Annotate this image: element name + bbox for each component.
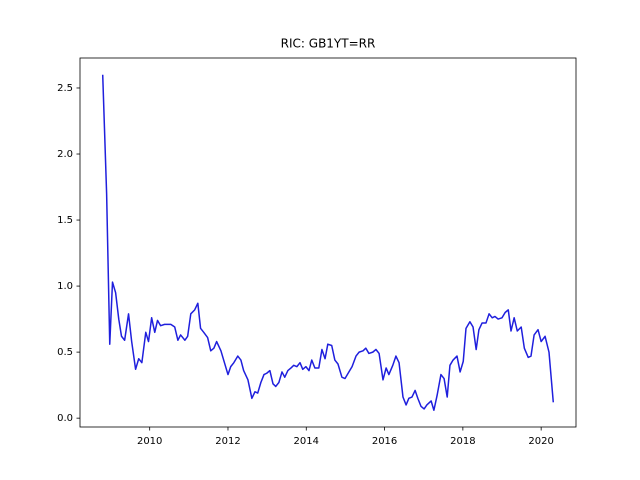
x-tick-label: 2014 bbox=[294, 436, 319, 447]
x-tick-label: 2010 bbox=[137, 436, 162, 447]
chart-title: RIC: GB1YT=RR bbox=[281, 37, 376, 51]
x-tick-label: 2018 bbox=[450, 436, 475, 447]
data-line bbox=[101, 74, 555, 411]
y-tick-label: 1.5 bbox=[57, 215, 73, 226]
x-tick-label: 2020 bbox=[528, 436, 553, 447]
x-tick-label: 2012 bbox=[215, 436, 240, 447]
plot-frame bbox=[79, 57, 577, 428]
x-tick-label: 2016 bbox=[372, 436, 397, 447]
y-tick-label: 2.0 bbox=[57, 149, 73, 160]
y-tick-label: 2.5 bbox=[57, 83, 73, 94]
y-tick-label: 1.0 bbox=[57, 281, 73, 292]
y-tick-label: 0.0 bbox=[57, 413, 73, 424]
y-tick-label: 0.5 bbox=[57, 347, 73, 358]
